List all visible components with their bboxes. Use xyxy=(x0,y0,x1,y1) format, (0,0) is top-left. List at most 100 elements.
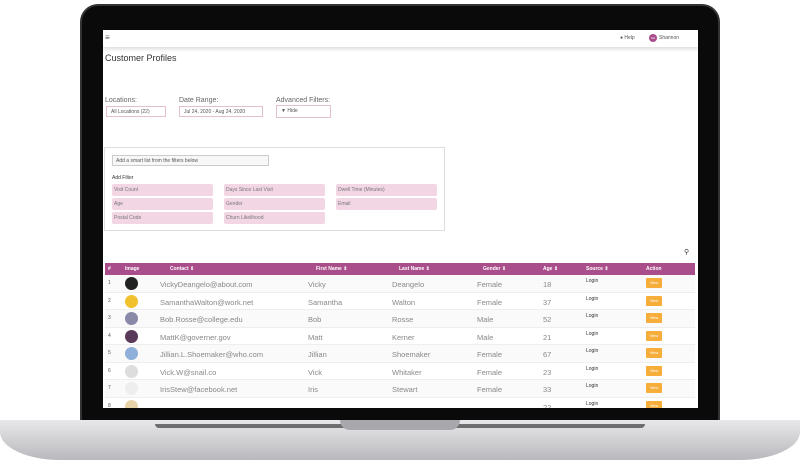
row-number: 7 xyxy=(108,385,111,391)
age: 21 xyxy=(543,332,552,342)
table-row: 3 Bob.Rosse@college.edu Bob Rosse Male 5… xyxy=(105,310,695,328)
age: 33 xyxy=(543,385,552,394)
view-button[interactable]: View xyxy=(646,365,662,376)
avatar[interactable]: SH xyxy=(649,34,657,42)
row-number: 1 xyxy=(108,280,111,286)
table-header: # Image Contact ⇕ First Name ⇕ Last Name… xyxy=(105,263,695,275)
col-number: # xyxy=(108,266,111,272)
age: 22 xyxy=(543,402,552,409)
table-row: 1 VickyDeangelo@about.com Vicky Deangelo… xyxy=(105,275,695,293)
first-name: Matt xyxy=(308,332,323,342)
view-button[interactable]: View xyxy=(646,383,662,393)
filter-chip[interactable]: Days Since Last Visit xyxy=(224,184,325,196)
filter-chip[interactable]: Gender xyxy=(224,198,325,210)
source: Login xyxy=(586,365,599,372)
last-name: Kerner xyxy=(392,332,415,342)
col-contact[interactable]: Contact ⇕ xyxy=(170,266,195,272)
avatar xyxy=(125,294,138,308)
gender: Male xyxy=(477,315,494,324)
avatar xyxy=(125,312,138,325)
contact-email: SamanthaWalton@work.net xyxy=(160,297,254,307)
table-row: 4 MattK@governer.gov Matt Kerner Male 21… xyxy=(105,327,695,345)
col-first-name[interactable]: First Name ⇕ xyxy=(316,266,348,272)
filter-chip[interactable]: Postal Code xyxy=(112,212,213,224)
source: Login xyxy=(586,313,599,319)
avatar xyxy=(125,347,138,360)
source: Login xyxy=(586,383,599,389)
age: 67 xyxy=(543,350,552,359)
advanced-filters-value: Hide xyxy=(287,108,298,114)
view-button[interactable]: View xyxy=(646,400,662,408)
hamburger-icon[interactable]: ≡ xyxy=(105,33,110,42)
page-title: Customer Profiles xyxy=(105,53,177,63)
view-button[interactable]: View xyxy=(646,330,662,341)
help-label: Help xyxy=(624,35,635,41)
age: 18 xyxy=(543,280,552,289)
age: 52 xyxy=(543,315,552,324)
filter-chip[interactable]: Churn Likelihood xyxy=(224,212,325,224)
avatar xyxy=(125,277,138,290)
app-screen: ≡ ● Help SH Shannon Customer Profiles Lo… xyxy=(103,30,698,408)
last-name: Walton xyxy=(392,297,416,307)
locations-label: Locations: xyxy=(105,97,137,104)
first-name: Bob xyxy=(308,315,322,324)
contact-email: Jillian.L.Shoemaker@who.com xyxy=(160,350,264,359)
top-bar: ≡ ● Help SH Shannon xyxy=(103,30,698,47)
filter-chip[interactable]: Visit Count xyxy=(112,184,213,196)
col-gender[interactable]: Gender ⇕ xyxy=(483,266,507,272)
date-range-picker[interactable]: Jul 24, 2020 - Aug 24, 2020 xyxy=(179,106,263,117)
gender: Female xyxy=(477,367,503,377)
last-name: Stewart xyxy=(392,385,418,394)
filter-chip[interactable]: Dwell Time (Minutes) xyxy=(336,184,437,196)
advanced-filters-label: Advanced Filters: xyxy=(276,97,331,104)
filter-chip[interactable]: Age xyxy=(112,198,213,210)
gender: Female xyxy=(477,280,503,289)
avatar xyxy=(125,399,138,408)
row-number: 3 xyxy=(108,315,111,321)
contact-email: VickyDeangelo@about.com xyxy=(160,280,253,289)
gender: Female xyxy=(477,350,503,359)
smart-list-select[interactable]: Add a smart list from the filters below xyxy=(112,155,269,166)
search-icon[interactable]: ⚲ xyxy=(684,249,690,256)
contact-email: Bob.Rosse@college.edu xyxy=(160,315,243,324)
view-button[interactable]: View xyxy=(646,313,662,323)
last-name: Whitaker xyxy=(392,367,422,377)
table-row: 5 Jillian.L.Shoemaker@who.com Jillian Sh… xyxy=(105,345,695,363)
col-image: Image xyxy=(125,266,140,272)
gender: Male xyxy=(477,332,494,342)
view-button[interactable]: View xyxy=(646,295,662,306)
table-row: 6 Vick.W@snail.co Vick Whitaker Female 2… xyxy=(105,362,695,380)
user-menu[interactable]: Shannon xyxy=(659,35,680,41)
gender: Female xyxy=(477,385,503,394)
table-row: 7 IrisStew@facebook.net Iris Stewart Fem… xyxy=(105,380,695,398)
smart-list-panel: Add a smart list from the filters below … xyxy=(104,147,445,231)
first-name: Vicky xyxy=(308,280,326,289)
contact-email: IrisStew@facebook.net xyxy=(160,385,238,394)
source: Login xyxy=(586,278,599,284)
last-name: Shoemaker xyxy=(392,350,431,359)
view-button[interactable]: View xyxy=(646,348,662,358)
col-age[interactable]: Age ⇕ xyxy=(543,266,559,272)
help-link[interactable]: ● Help xyxy=(620,35,635,41)
filter-chip[interactable]: Email xyxy=(336,198,437,210)
avatar xyxy=(125,329,138,343)
advanced-filters-toggle[interactable]: ▼ Hide xyxy=(276,105,331,118)
view-button[interactable]: View xyxy=(646,278,662,288)
source: Login xyxy=(586,348,599,354)
locations-select[interactable]: All Locations (22) xyxy=(106,106,166,117)
avatar xyxy=(125,382,138,395)
contact-email: MattK@governer.gov xyxy=(160,332,231,342)
contact-email: Vick.W@snail.co xyxy=(160,367,217,377)
last-name: Deangelo xyxy=(392,280,425,289)
row-number: 4 xyxy=(108,332,111,339)
row-number: 2 xyxy=(108,297,111,304)
first-name: Samantha xyxy=(308,297,343,307)
age: 37 xyxy=(543,297,552,307)
source: Login xyxy=(586,400,599,407)
source: Login xyxy=(586,330,599,337)
col-source[interactable]: Source ⇕ xyxy=(586,266,609,272)
row-number: 8 xyxy=(108,402,111,409)
age: 23 xyxy=(543,367,552,377)
table-row: 2 SamanthaWalton@work.net Samantha Walto… xyxy=(105,292,695,310)
col-last-name[interactable]: Last Name ⇕ xyxy=(399,266,430,272)
